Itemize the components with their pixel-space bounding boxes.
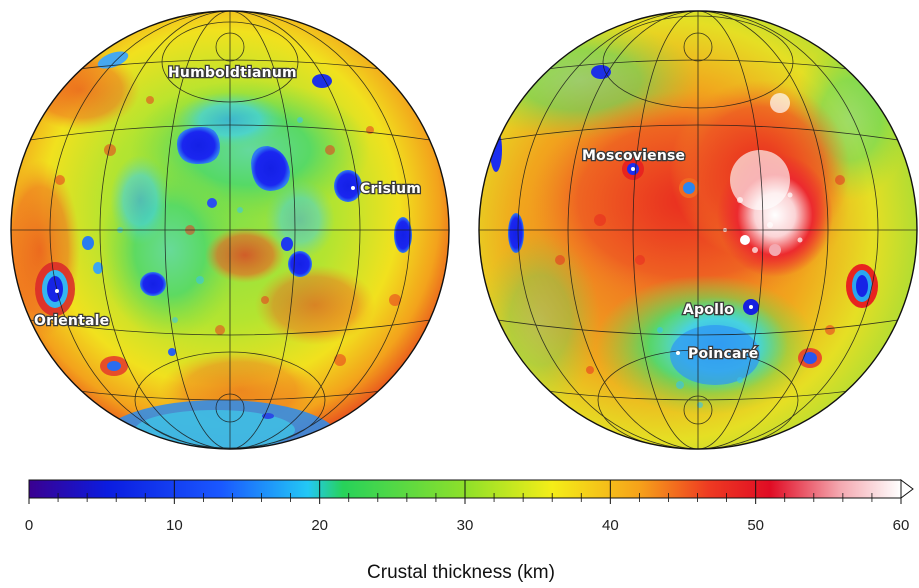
label-crisium: Crisium [360,181,421,197]
far-side-hemisphere [478,10,918,450]
marker-poincare [676,351,680,355]
colorbar-tick-label: 30 [457,517,474,534]
marker-moscoviense [631,167,635,171]
map-labels: Humboldtianum Crisium Orientale Moscovie… [33,64,760,364]
marker-crisium [351,186,355,190]
colorbar-tick-labels: 0 10 20 30 40 50 60 [25,517,910,534]
colorbar: 0 10 20 30 40 50 60 Crustal thickness (km) [25,479,914,583]
colorbar-tick-label: 50 [747,517,764,534]
colorbar-tick-label: 0 [25,517,33,534]
label-apollo: Apollo [683,302,734,318]
near-side-hemisphere [10,10,450,450]
marker-orientale [55,289,59,293]
colorbar-title: Crustal thickness (km) [367,562,555,583]
marker-apollo [749,305,753,309]
colorbar-ticks [28,480,902,504]
label-orientale: Orientale [34,313,109,329]
colorbar-overflow-arrow [900,479,914,499]
label-moscoviense: Moscoviense [582,148,685,164]
colorbar-tick-label: 20 [311,517,328,534]
colorbar-tick-label: 60 [893,517,910,534]
colorbar-tick-label: 40 [602,517,619,534]
colorbar-tick-label: 10 [166,517,183,534]
label-humboldtianum: Humboldtianum [168,65,297,81]
label-poincare: Poincaré [688,346,758,362]
